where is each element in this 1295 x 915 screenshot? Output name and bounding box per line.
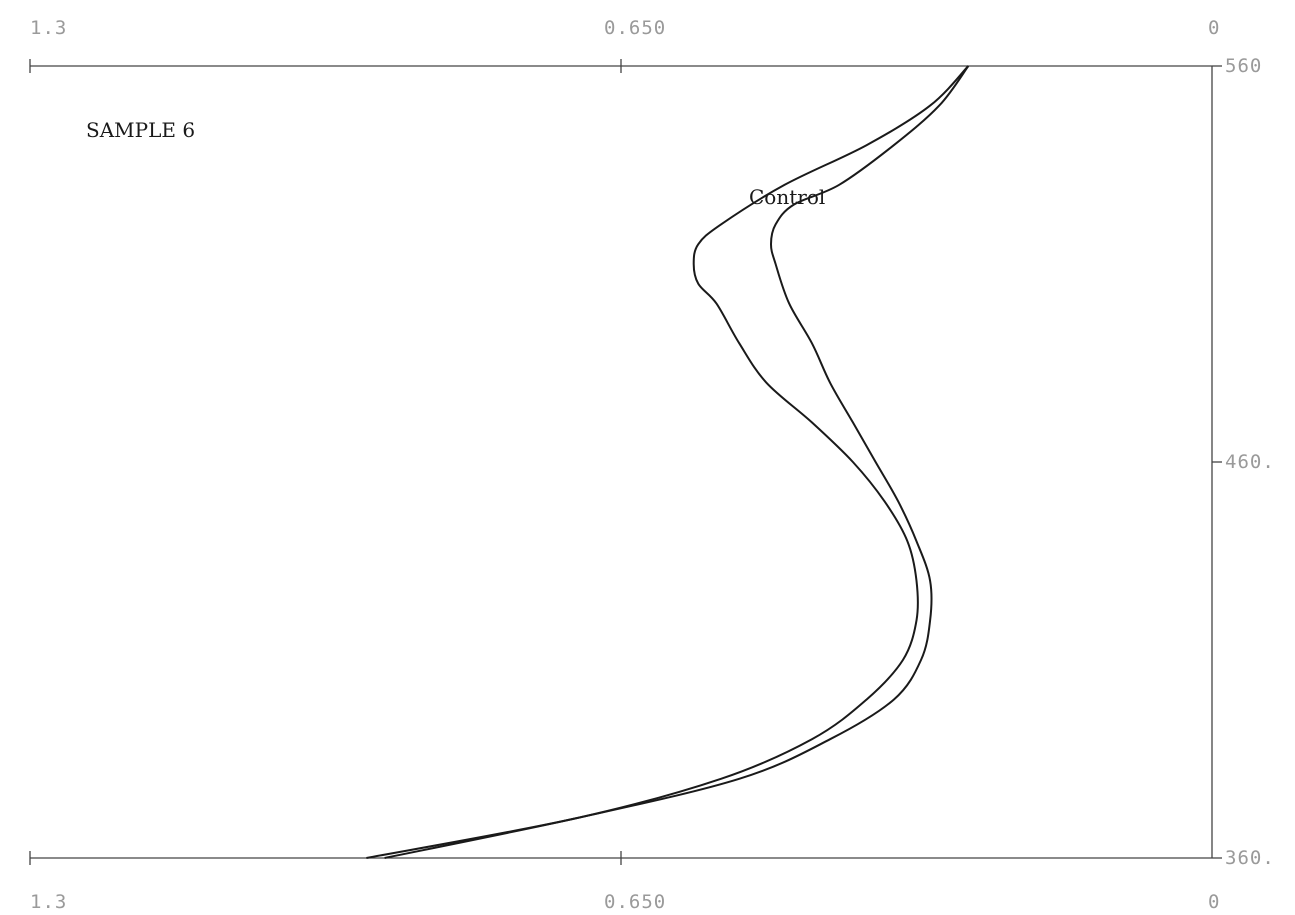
y-tick-label: 360.	[1225, 847, 1275, 869]
series-line-sample	[366, 65, 970, 859]
y-tick-label: 460.	[1225, 451, 1275, 473]
bottom-x-tick-label: 0	[1208, 891, 1220, 913]
bottom-x-tick-label: 1.3	[30, 891, 67, 913]
sample-label: SAMPLE 6	[86, 118, 195, 142]
top-x-tick-label: 0	[1208, 17, 1220, 39]
bottom-x-tick-label: 0.650	[604, 891, 666, 913]
series-line-control	[384, 65, 970, 859]
top-x-tick-label: 1.3	[30, 17, 67, 39]
y-tick-label: 560	[1225, 55, 1262, 77]
top-x-tick-label: 0.650	[604, 17, 666, 39]
